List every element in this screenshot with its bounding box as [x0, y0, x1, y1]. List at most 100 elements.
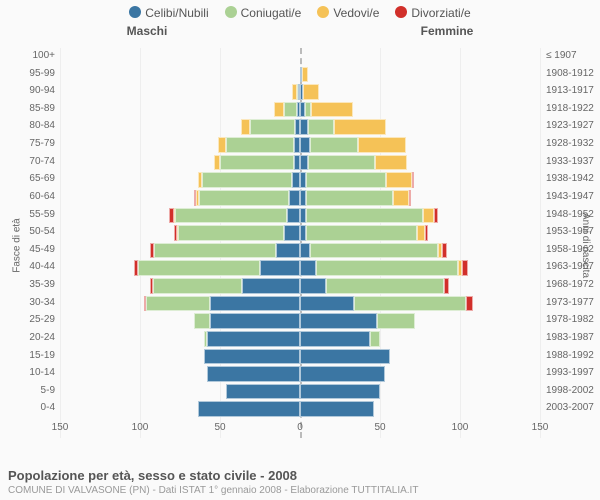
age-label: 55-59 — [0, 209, 55, 220]
x-tick: 100 — [452, 422, 469, 433]
bar-segment — [434, 208, 437, 224]
male-half — [60, 259, 300, 277]
pyramid-row — [60, 242, 540, 260]
age-label: 70-74 — [0, 156, 55, 167]
bar-segment — [174, 225, 177, 241]
legend-swatch — [395, 6, 407, 18]
bar-segment — [169, 208, 174, 224]
bar-segment — [334, 119, 387, 135]
birth-label: 1968-1972 — [546, 279, 600, 290]
male-half — [60, 154, 300, 172]
pyramid-row — [60, 171, 540, 189]
pyramid-row — [60, 207, 540, 225]
bar-segment — [207, 331, 300, 347]
age-label: 35-39 — [0, 279, 55, 290]
female-half — [300, 312, 540, 330]
female-half — [300, 330, 540, 348]
male-half — [60, 66, 300, 84]
pyramid-row — [60, 383, 540, 401]
bar-segment — [289, 190, 300, 206]
female-half — [300, 136, 540, 154]
female-half — [300, 348, 540, 366]
birth-label: 1938-1942 — [546, 173, 600, 184]
legend-swatch — [129, 6, 141, 18]
bar-segment — [310, 137, 358, 153]
legend: Celibi/NubiliConiugati/eVedovi/eDivorzia… — [0, 0, 600, 20]
age-label: 80-84 — [0, 120, 55, 131]
header-left: Maschi — [127, 24, 168, 38]
age-label: 50-54 — [0, 226, 55, 237]
bar-segment — [370, 331, 380, 347]
bar-segment — [210, 296, 300, 312]
bar-segment — [292, 172, 300, 188]
pyramid-row — [60, 48, 540, 66]
bar-segment — [178, 225, 284, 241]
bar-segment — [146, 296, 210, 312]
age-label: 60-64 — [0, 191, 55, 202]
pyramid-row — [60, 330, 540, 348]
birth-label: 1978-1982 — [546, 314, 600, 325]
bar-segment — [316, 260, 458, 276]
bar-segment — [154, 243, 276, 259]
legend-item: Divorziati/e — [395, 6, 470, 20]
bar-segment — [442, 243, 447, 259]
bar-segment — [300, 155, 308, 171]
bar-segment — [425, 225, 428, 241]
bar-segment — [306, 225, 416, 241]
bar-segment — [308, 155, 375, 171]
male-half — [60, 242, 300, 260]
birth-label: 1988-1992 — [546, 350, 600, 361]
bar-segment — [300, 260, 316, 276]
gridline — [540, 48, 541, 438]
legend-item: Coniugati/e — [225, 6, 302, 20]
pyramid-row — [60, 259, 540, 277]
bar-segment — [310, 243, 438, 259]
age-label: 15-19 — [0, 350, 55, 361]
birth-label: 1953-1957 — [546, 226, 600, 237]
bar-segment — [204, 331, 207, 347]
bar-segment — [303, 84, 319, 100]
bar-segment — [300, 119, 308, 135]
bar-segment — [287, 208, 300, 224]
bar-segment — [375, 155, 407, 171]
bar-segment — [202, 172, 292, 188]
pyramid-row — [60, 189, 540, 207]
female-half — [300, 171, 540, 189]
male-half — [60, 330, 300, 348]
birth-label: 1948-1952 — [546, 209, 600, 220]
bar-segment — [393, 190, 409, 206]
age-label: 0-4 — [0, 402, 55, 413]
male-half — [60, 365, 300, 383]
pyramid-row — [60, 224, 540, 242]
age-label: 25-29 — [0, 314, 55, 325]
bar-segment — [300, 278, 326, 294]
pyramid-row — [60, 348, 540, 366]
birth-label: 1913-1917 — [546, 85, 600, 96]
bar-segment — [175, 208, 287, 224]
bar-segment — [444, 278, 449, 294]
legend-swatch — [317, 6, 329, 18]
bar-segment — [326, 278, 444, 294]
age-label: 100+ — [0, 50, 55, 61]
pyramid-row — [60, 365, 540, 383]
male-half — [60, 207, 300, 225]
bar-segment — [423, 208, 434, 224]
age-label: 85-89 — [0, 103, 55, 114]
bar-segment — [417, 225, 425, 241]
bar-segment — [306, 208, 423, 224]
age-label: 20-24 — [0, 332, 55, 343]
bar-segment — [311, 102, 353, 118]
birth-label: 1958-1962 — [546, 244, 600, 255]
bar-segment — [300, 313, 377, 329]
bar-segment — [300, 296, 354, 312]
male-half — [60, 312, 300, 330]
bar-segment — [306, 172, 386, 188]
bar-segment — [308, 119, 334, 135]
male-half — [60, 83, 300, 101]
bar-segment — [226, 137, 293, 153]
birth-label: 1923-1927 — [546, 120, 600, 131]
age-label: 75-79 — [0, 138, 55, 149]
pyramid-row — [60, 101, 540, 119]
pyramid-row — [60, 277, 540, 295]
female-half — [300, 224, 540, 242]
